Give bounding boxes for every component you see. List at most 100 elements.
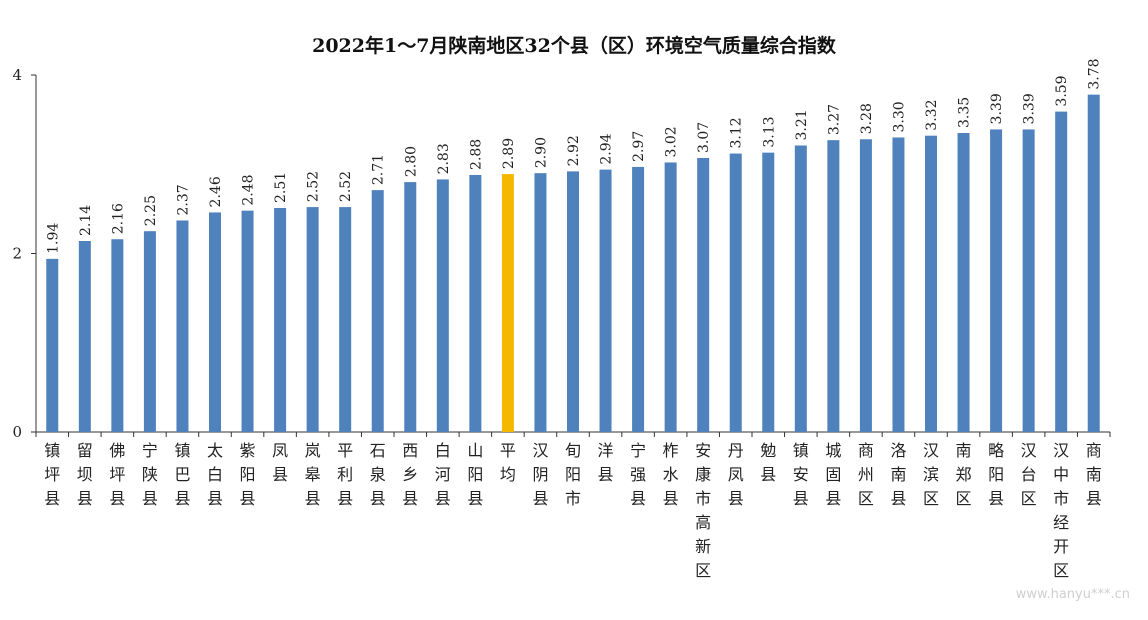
- category-label: 佛坪县: [109, 441, 125, 508]
- bar-紫阳县: [241, 210, 254, 432]
- category-label: 柞水县: [663, 441, 679, 508]
- watermark: www.hanyu***.cn: [1016, 587, 1130, 602]
- value-label: 2.89: [501, 138, 517, 169]
- category-label: 商南县: [1086, 441, 1102, 508]
- bar-平利县: [339, 207, 352, 432]
- bar-宁强县: [632, 166, 645, 433]
- value-label: 2.48: [241, 174, 257, 205]
- bar-山阳县: [469, 174, 482, 432]
- category-label: 镇坪县: [44, 441, 60, 508]
- category-label: 镇安县: [793, 441, 809, 508]
- value-label: 2.83: [436, 143, 452, 174]
- bar-太白县: [209, 212, 221, 432]
- bar-商南县: [1087, 94, 1100, 432]
- category-label: 太白县: [207, 441, 223, 508]
- bar-西乡县: [404, 182, 417, 432]
- category-label: 勉县: [760, 441, 776, 484]
- category-label: 宁陕县: [142, 441, 158, 508]
- category-label: 城固县: [825, 441, 841, 508]
- value-labels: 1.94 2.14 2.16 2.25 2.37 2.46 2.48 2.51 2.52 2.52…: [45, 58, 1102, 253]
- y-tick-label: 4: [12, 66, 22, 84]
- bar-平均: [501, 174, 514, 432]
- value-label: 2.16: [110, 203, 126, 234]
- category-label: 石泉县: [370, 441, 386, 508]
- value-label: 2.71: [371, 154, 387, 185]
- bar-镇安县: [794, 145, 807, 432]
- category-label: 洋县: [598, 441, 614, 484]
- category-label: 岚皋县: [305, 441, 321, 508]
- bar-安康市高新区: [697, 158, 710, 432]
- bar-汉滨区: [925, 135, 937, 432]
- bar-城固县: [827, 140, 840, 432]
- category-label: 旬阳市: [565, 441, 581, 508]
- value-label: 2.37: [175, 184, 191, 215]
- category-label: 略阳县: [988, 441, 1004, 508]
- category-label: 山阳县: [467, 441, 483, 508]
- bar-洛南县: [892, 137, 905, 432]
- category-label: 平均: [500, 441, 516, 484]
- category-label: 西乡县: [402, 441, 418, 508]
- value-label: 3.07: [696, 122, 712, 153]
- y-tick-label: 0: [12, 423, 22, 441]
- bars: [46, 94, 1100, 433]
- value-label: 3.13: [761, 116, 777, 147]
- value-label: 3.39: [989, 93, 1005, 124]
- category-label: 平利县: [337, 441, 353, 508]
- value-label: 3.12: [729, 117, 745, 148]
- value-label: 3.32: [924, 100, 940, 131]
- value-label: 3.35: [957, 97, 973, 128]
- chart-title: 2022年1～7月陕南地区32个县（区）环境空气质量综合指数: [312, 34, 837, 57]
- category-label: 留坝县: [77, 441, 93, 508]
- value-label: 2.92: [566, 135, 582, 166]
- bar-商州区: [859, 139, 872, 432]
- category-label: 安康市高新区: [695, 441, 711, 580]
- value-label: 2.51: [273, 172, 289, 203]
- value-label: 2.90: [533, 137, 549, 168]
- category-label: 商州区: [858, 441, 874, 508]
- value-label: 2.46: [208, 176, 224, 207]
- category-label: 汉阴县: [532, 441, 548, 508]
- value-label: 2.94: [599, 133, 615, 164]
- value-label: 3.28: [859, 103, 875, 134]
- bar-镇巴县: [176, 220, 189, 432]
- category-label: 洛南县: [890, 441, 906, 508]
- value-label: 3.27: [826, 104, 842, 135]
- bar-镇坪县: [46, 258, 59, 432]
- bar-汉中市经开区: [1055, 111, 1068, 432]
- category-label: 汉滨区: [923, 441, 939, 508]
- value-label: 2.52: [338, 171, 354, 202]
- bar-南郑区: [957, 133, 970, 432]
- value-label: 3.30: [891, 101, 907, 132]
- y-tick-label: 2: [12, 245, 22, 263]
- bar-旬阳市: [567, 171, 579, 432]
- bar-勉县: [762, 152, 775, 432]
- value-label: 3.21: [794, 109, 810, 140]
- category-label: 镇巴县: [174, 441, 190, 508]
- category-label: 汉中市经开区: [1053, 441, 1069, 580]
- value-label: 3.02: [664, 126, 680, 157]
- bar-留坝县: [78, 241, 91, 432]
- bar-洋县: [599, 169, 612, 433]
- value-label: 2.97: [631, 131, 647, 162]
- bar-宁陕县: [143, 231, 156, 432]
- value-label: 1.94: [45, 223, 61, 254]
- value-label: 2.80: [403, 146, 419, 177]
- bar-岚皋县: [306, 207, 319, 432]
- value-label: 2.14: [78, 205, 94, 236]
- bar-凤县: [274, 207, 287, 432]
- category-label: 丹凤县: [728, 441, 744, 508]
- category-label: 汉台区: [1021, 441, 1037, 508]
- bar-略阳县: [990, 129, 1003, 432]
- value-label: 3.78: [1087, 58, 1103, 89]
- value-label: 2.88: [468, 139, 484, 170]
- bar-石泉县: [371, 190, 384, 432]
- bar-柞水县: [664, 162, 677, 432]
- bar-白河县: [436, 179, 449, 432]
- value-label: 2.25: [143, 195, 159, 226]
- bar-佛坪县: [111, 239, 124, 432]
- value-label: 3.59: [1054, 75, 1070, 106]
- category-label: 白河县: [435, 441, 451, 508]
- category-label: 紫阳县: [240, 441, 256, 508]
